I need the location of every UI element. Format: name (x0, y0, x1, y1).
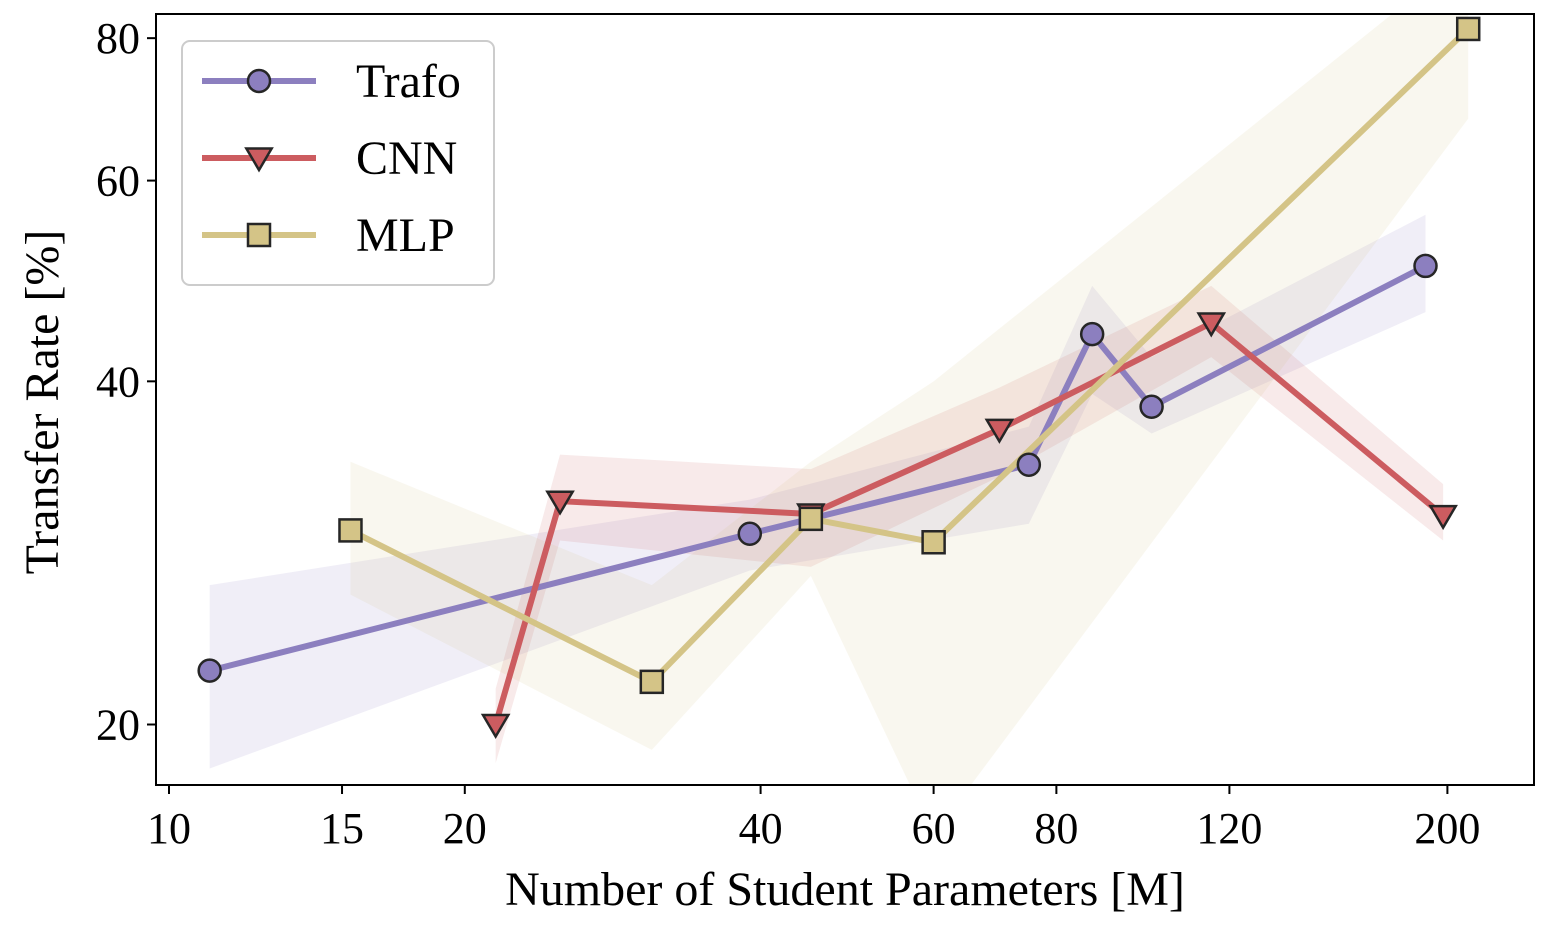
trafo-point (197, 658, 222, 683)
y-tick-label: 80 (96, 14, 140, 63)
mlp-point (1455, 16, 1481, 42)
mlp-band (350, 14, 1469, 785)
cnn-band (495, 285, 1444, 764)
x-tick-label: 120 (1196, 804, 1262, 853)
mlp-point (338, 518, 363, 543)
mlp-legend-marker (246, 222, 272, 248)
x-tick-label: 10 (147, 804, 191, 853)
y-axis-label: Transfer Rate [%] (16, 230, 69, 575)
confidence-bands (209, 14, 1469, 785)
x-tick-label: 60 (912, 804, 956, 853)
cnn-point (984, 418, 1015, 444)
trafo-point (737, 521, 763, 547)
trafo-point (1139, 394, 1164, 419)
cnn-legend-marker (244, 147, 274, 173)
cnn-line (492, 320, 1446, 726)
x-tick-label: 40 (739, 804, 783, 853)
x-tick-label: 80 (1034, 804, 1078, 853)
x-tick-label: 200 (1414, 804, 1480, 853)
mlp-legend-label: MLP (356, 209, 455, 262)
trafo-band (209, 214, 1426, 769)
cnn-point (1428, 504, 1458, 531)
trafo-legend-marker (246, 68, 272, 94)
plot-frame (155, 13, 1535, 786)
cnn-legend-label: CNN (356, 132, 457, 185)
cnn-point (480, 713, 511, 739)
y-axis: 20 40 60 80 (96, 14, 156, 750)
x-axis: 10 15 20 40 60 80 120 200 (147, 785, 1480, 853)
trafo-legend-label: Trafo (356, 55, 461, 108)
cnn-point (1196, 312, 1227, 338)
x-tick-label: 20 (443, 804, 487, 853)
x-axis-label: Number of Student Parameters [M] (505, 863, 1185, 916)
y-tick-label: 20 (96, 701, 140, 750)
y-tick-label: 60 (96, 157, 140, 206)
trafo-point (1413, 253, 1438, 279)
cnn-point (545, 490, 575, 516)
y-tick-label: 40 (96, 357, 140, 406)
trafo-point (1079, 321, 1105, 347)
mlp-point (921, 530, 946, 555)
series-markers (197, 16, 1481, 739)
mlp-point (798, 506, 824, 532)
mlp-point (639, 669, 665, 695)
x-tick-label: 15 (320, 804, 364, 853)
trafo-point (1016, 452, 1042, 477)
legend: Trafo CNN MLP (181, 40, 495, 286)
